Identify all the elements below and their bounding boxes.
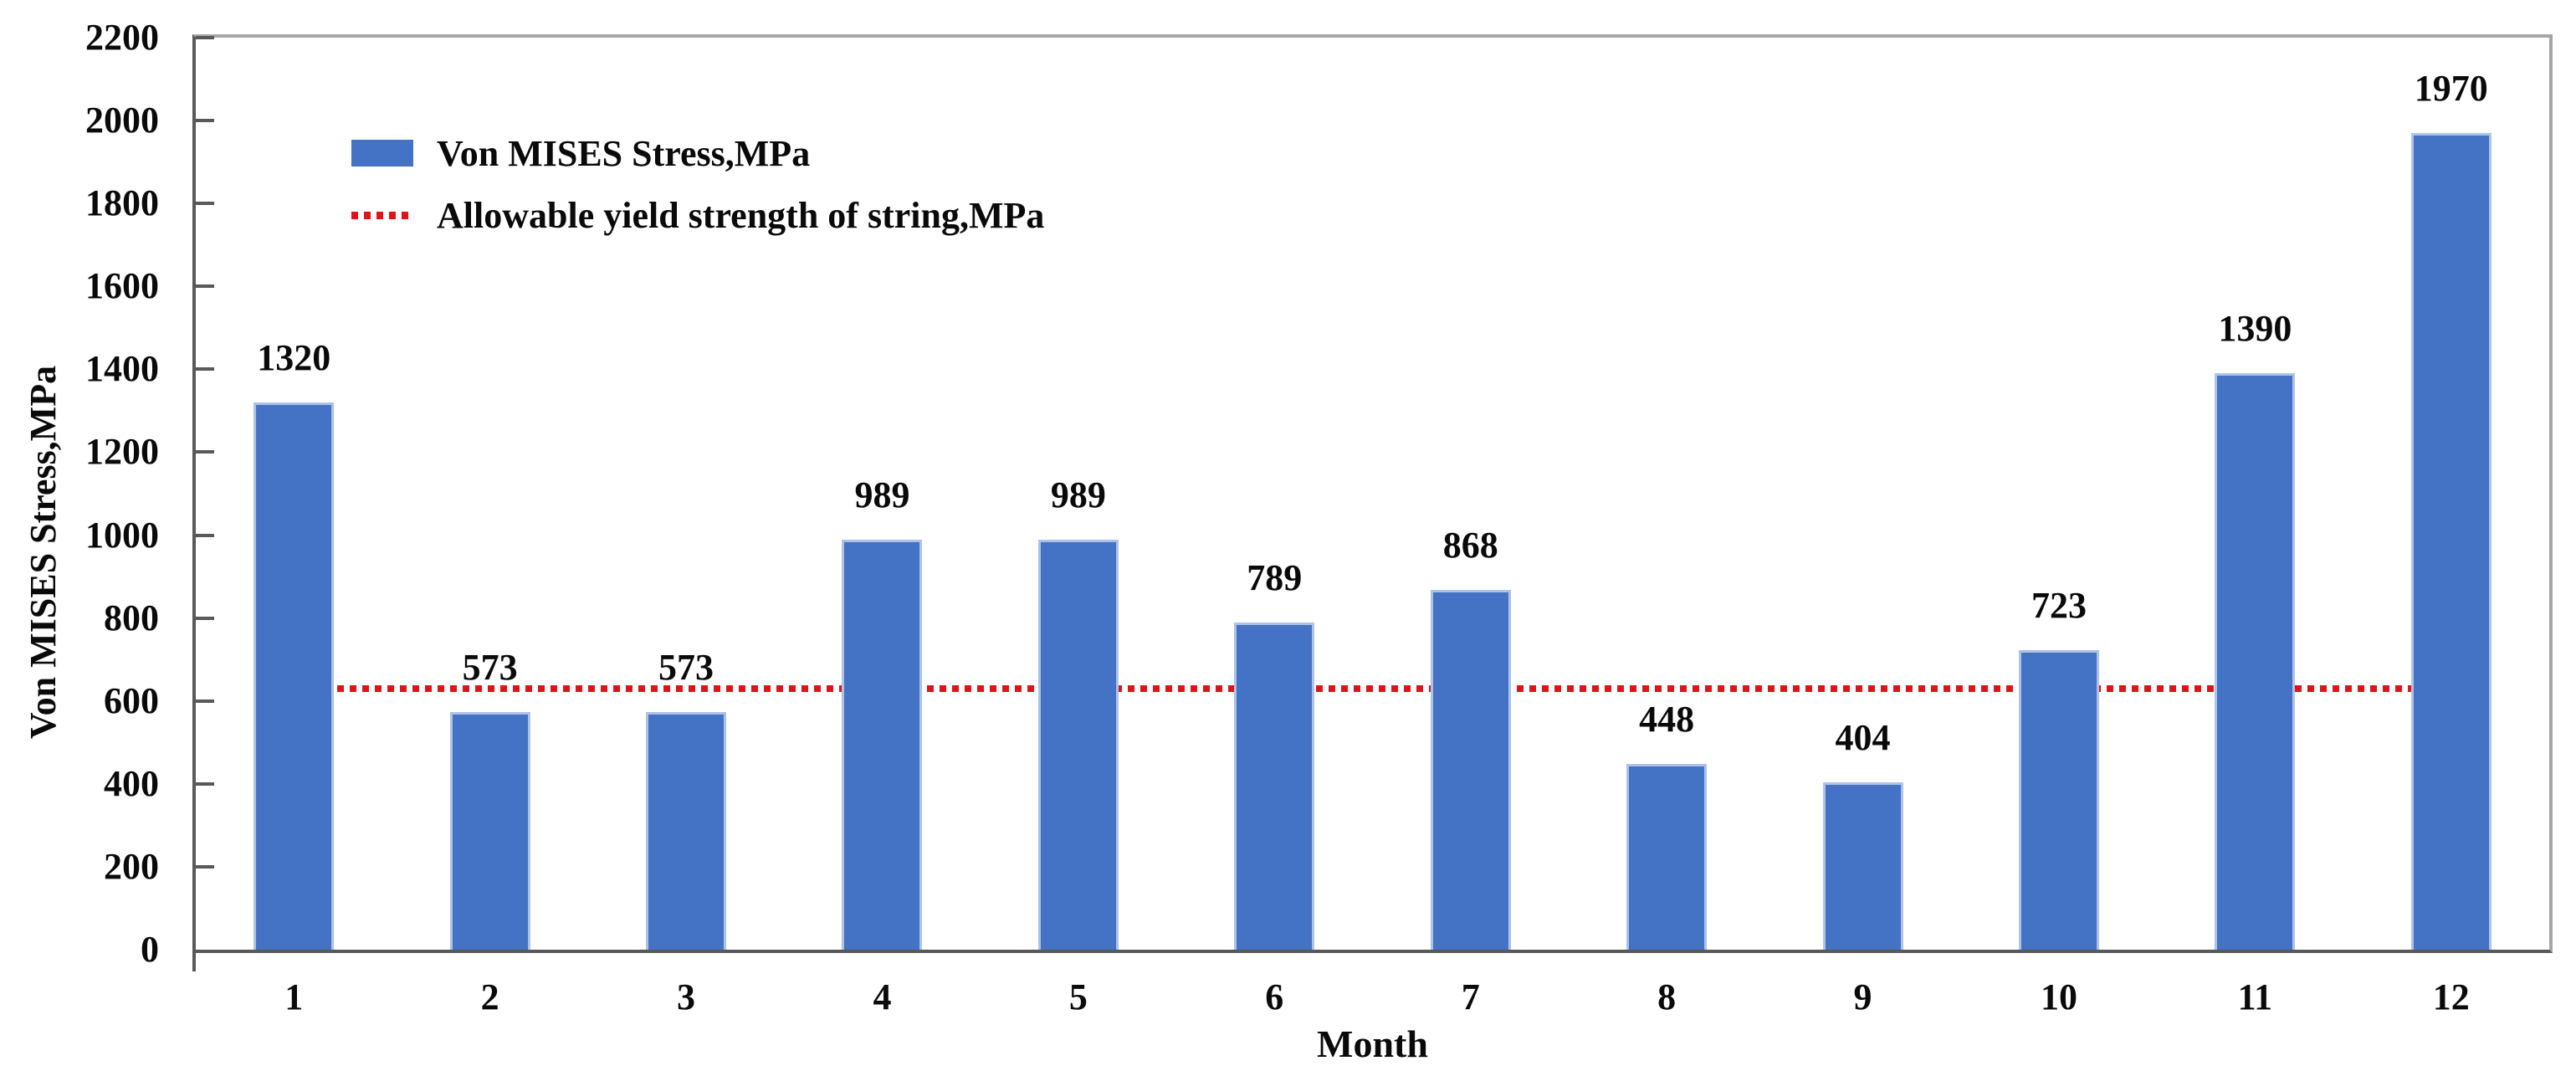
bar-value-label: 989 bbox=[1050, 474, 1106, 515]
bar-value-label: 868 bbox=[1442, 524, 1498, 566]
x-axis-tick-label: 10 bbox=[2040, 976, 2077, 1017]
y-axis-tick-label: 1400 bbox=[85, 348, 159, 390]
legend-threshold-swatch bbox=[351, 211, 413, 219]
y-axis-tick-mark bbox=[196, 367, 214, 372]
y-axis-tick-mark bbox=[196, 699, 214, 703]
y-axis-tick-label: 2000 bbox=[85, 100, 159, 141]
bar-value-label: 723 bbox=[2031, 584, 2087, 626]
y-axis-tick-label: 800 bbox=[104, 597, 159, 638]
bar-month-4 bbox=[842, 539, 923, 950]
y-axis-tick-mark bbox=[196, 119, 214, 123]
bar-month-2 bbox=[449, 712, 530, 950]
bar-month-9 bbox=[1822, 781, 1903, 950]
bar-value-label: 573 bbox=[462, 647, 518, 689]
x-axis-tick-label: 2 bbox=[480, 976, 499, 1017]
bar-month-12 bbox=[2410, 132, 2491, 950]
x-axis-tick-label: 12 bbox=[2432, 976, 2470, 1017]
y-axis-tick-label: 1600 bbox=[85, 265, 159, 307]
x-axis-tick-label: 9 bbox=[1853, 976, 1872, 1017]
legend-entry-threshold: Allowable yield strength of string,MPa bbox=[351, 194, 1045, 236]
x-axis-tick-label: 7 bbox=[1461, 976, 1480, 1017]
bar-value-label: 1390 bbox=[2218, 308, 2292, 350]
y-axis-tick-mark bbox=[196, 36, 214, 39]
bar-month-1 bbox=[254, 402, 335, 950]
x-axis-tick-label: 3 bbox=[677, 976, 696, 1017]
x-axis-tick-label: 1 bbox=[284, 976, 304, 1017]
bar-month-7 bbox=[1430, 589, 1511, 950]
legend-series-label: Von MISES Stress,MPa bbox=[437, 132, 811, 174]
bar-month-6 bbox=[1234, 623, 1315, 950]
plot-area bbox=[192, 34, 2553, 953]
bar-value-label: 1320 bbox=[257, 337, 331, 378]
y-axis-tick-mark bbox=[196, 202, 214, 206]
bar-value-label: 789 bbox=[1247, 557, 1303, 599]
x-axis-title: Month bbox=[1317, 1022, 1428, 1065]
x-axis-tick-label: 8 bbox=[1657, 976, 1677, 1017]
bar-value-label: 404 bbox=[1835, 716, 1891, 758]
y-axis-tick-mark bbox=[196, 616, 214, 620]
bar-value-label: 573 bbox=[658, 647, 714, 689]
y-axis-tick-label: 200 bbox=[104, 845, 159, 887]
y-axis-tick-mark bbox=[196, 533, 214, 537]
y-axis-tick-label: 2200 bbox=[85, 17, 159, 58]
y-axis-tick-mark bbox=[196, 781, 214, 786]
bar-value-label: 448 bbox=[1639, 699, 1695, 740]
y-axis-tick-label: 1200 bbox=[85, 431, 159, 473]
y-axis-tick-label: 600 bbox=[104, 679, 159, 721]
threshold-dotted-line bbox=[287, 684, 2455, 692]
bar-month-5 bbox=[1037, 539, 1119, 950]
bar-month-3 bbox=[646, 712, 727, 950]
x-axis-tick-label: 6 bbox=[1265, 976, 1284, 1017]
x-axis-tick-label: 4 bbox=[873, 976, 892, 1017]
bar-value-label: 989 bbox=[854, 474, 910, 515]
bar-month-8 bbox=[1626, 764, 1708, 950]
y-axis-tick-mark bbox=[196, 450, 214, 454]
legend-entry-series: Von MISES Stress,MPa bbox=[351, 132, 1044, 174]
x-axis-corner-tick bbox=[192, 953, 196, 971]
y-axis-tick-mark bbox=[196, 284, 214, 289]
legend: Von MISES Stress,MPa Allowable yield str… bbox=[351, 132, 1045, 258]
legend-threshold-label: Allowable yield strength of string,MPa bbox=[437, 194, 1045, 236]
y-axis-tick-label: 1800 bbox=[85, 182, 159, 224]
bar-month-10 bbox=[2018, 649, 2099, 950]
x-axis-tick-label: 11 bbox=[2237, 976, 2273, 1017]
y-axis-tick-label: 400 bbox=[104, 762, 159, 804]
y-axis-tick-label: 0 bbox=[141, 929, 159, 970]
y-axis-tick-label: 1000 bbox=[85, 514, 159, 556]
bar-month-11 bbox=[2215, 373, 2296, 950]
x-axis-tick-label: 5 bbox=[1068, 976, 1088, 1017]
bar-value-label: 1970 bbox=[2414, 67, 2488, 109]
legend-bar-swatch bbox=[351, 140, 413, 167]
y-axis-tick-mark bbox=[196, 864, 214, 869]
